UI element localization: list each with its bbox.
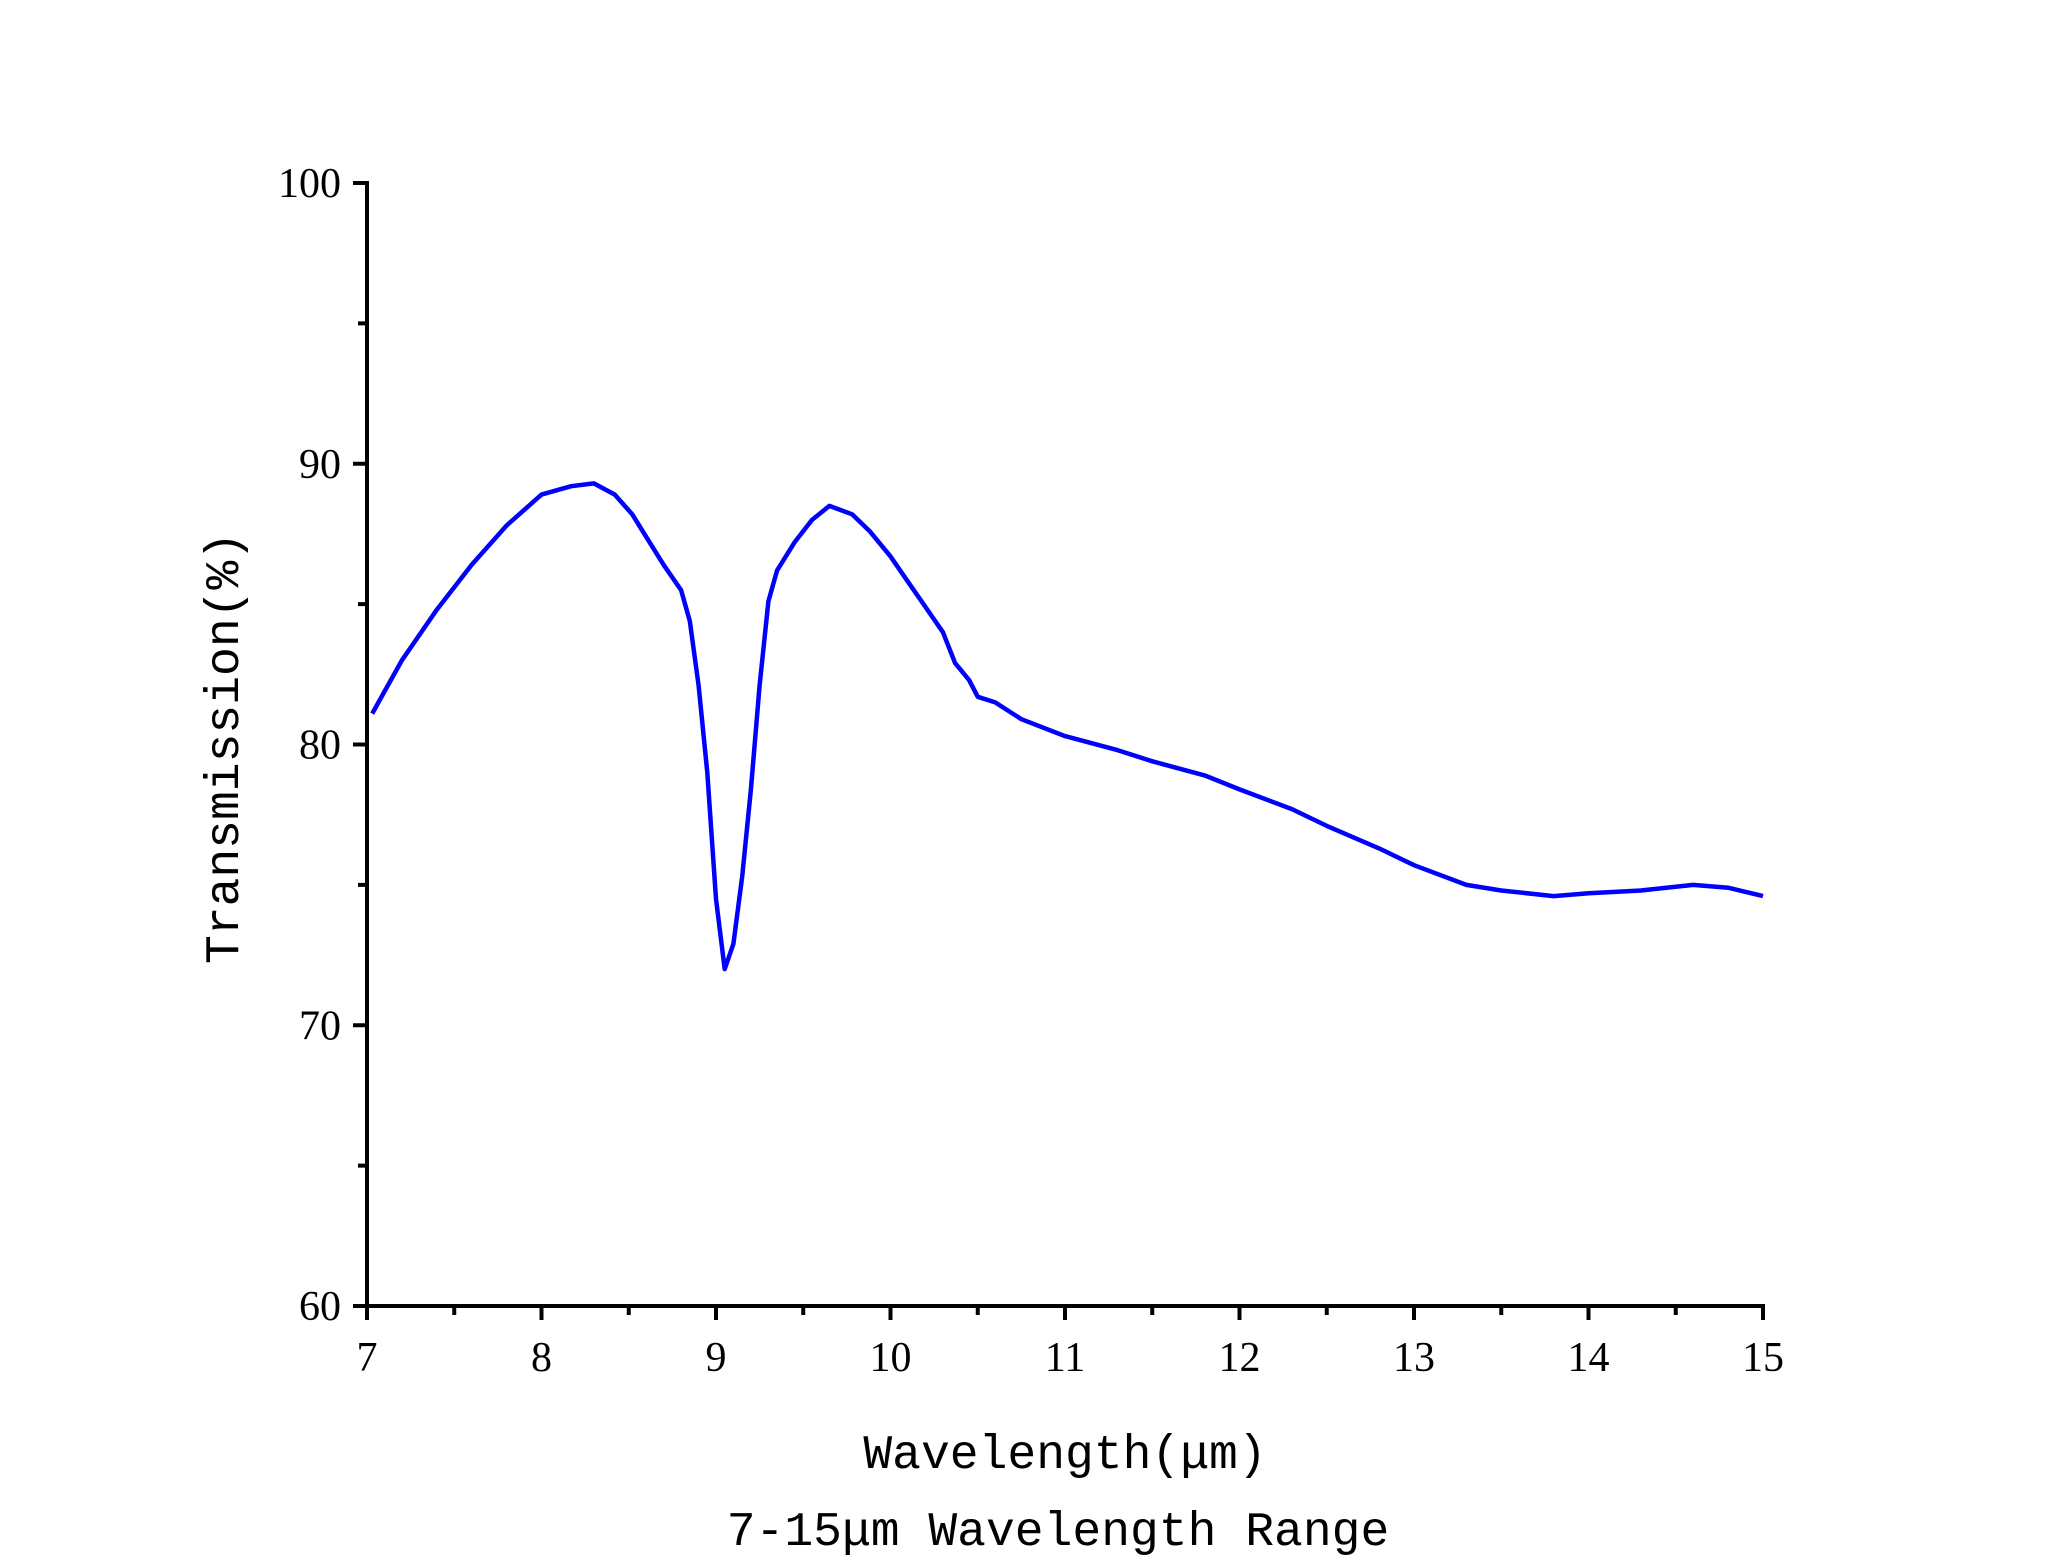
x-tick-label: 7 xyxy=(357,1335,378,1381)
x-tick-label: 10 xyxy=(870,1335,912,1381)
y-tick-label: 70 xyxy=(299,1003,341,1049)
y-tick-label: 100 xyxy=(278,161,341,207)
y-tick-label: 90 xyxy=(299,442,341,488)
axes xyxy=(353,181,1765,1320)
tick-labels: 7 8 9 10 11 12 13 14 15 60 70 80 90 100 xyxy=(278,161,1784,1381)
y-axis-label: Transmission(%) xyxy=(199,532,253,964)
x-tick-label: 15 xyxy=(1742,1335,1784,1381)
x-tick-label: 13 xyxy=(1393,1335,1435,1381)
x-tick-label: 8 xyxy=(531,1335,552,1381)
x-axis-label: Wavelength(μm) xyxy=(863,1429,1266,1483)
series-line-transmission xyxy=(370,481,1764,972)
chart-caption: 7-15μm Wavelength Range xyxy=(727,1506,1390,1560)
y-tick-label: 60 xyxy=(299,1284,341,1330)
y-tick-label: 80 xyxy=(299,723,341,769)
x-tick-label: 14 xyxy=(1568,1335,1610,1381)
x-tick-label: 11 xyxy=(1045,1335,1085,1381)
x-tick-label: 9 xyxy=(706,1335,727,1381)
x-tick-label: 12 xyxy=(1219,1335,1261,1381)
